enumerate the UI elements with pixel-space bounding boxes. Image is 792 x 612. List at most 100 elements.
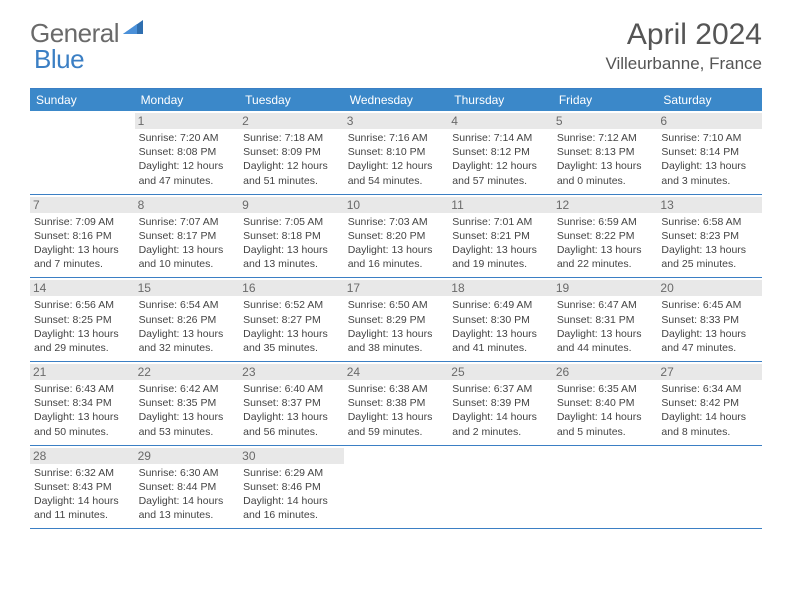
day-17: 17 Sunrise: 6:50 AMSunset: 8:29 PMDayligh…	[344, 278, 449, 361]
day-7: 7 Sunrise: 7:09 AMSunset: 8:16 PMDaylight…	[30, 195, 135, 278]
dow-monday: Monday	[135, 89, 240, 111]
day-3: 3 Sunrise: 7:16 AMSunset: 8:10 PMDaylight…	[344, 111, 449, 194]
day-details: Sunrise: 6:47 AMSunset: 8:31 PMDaylight:…	[557, 298, 654, 355]
day-details: Sunrise: 6:52 AMSunset: 8:27 PMDaylight:…	[243, 298, 340, 355]
day-number: 18	[448, 280, 553, 296]
week-row: 7 Sunrise: 7:09 AMSunset: 8:16 PMDaylight…	[30, 195, 762, 279]
day-25: 25Sunrise: 6:37 AMSunset: 8:39 PMDayligh…	[448, 362, 553, 445]
day-empty: .	[448, 446, 553, 529]
day-number: 3	[344, 113, 449, 129]
day-details: Sunrise: 7:03 AMSunset: 8:20 PMDaylight:…	[348, 215, 445, 272]
day-29: 29 Sunrise: 6:30 AMSunset: 8:44 PMDayligh…	[135, 446, 240, 529]
day-details: Sunrise: 7:18 AMSunset: 8:09 PMDaylight:…	[243, 131, 340, 188]
day-5: 5 Sunrise: 7:12 AMSunset: 8:13 PMDaylight…	[553, 111, 658, 194]
week-row: .1Sunrise: 7:20 AMSunset: 8:08 PMDayligh…	[30, 111, 762, 195]
day-number: 17	[344, 280, 449, 296]
day-11: 11Sunrise: 7:01 AMSunset: 8:21 PMDayligh…	[448, 195, 553, 278]
day-21: 21 Sunrise: 6:43 AMSunset: 8:34 PMDayligh…	[30, 362, 135, 445]
location: Villeurbanne, France	[605, 54, 762, 74]
day-details: Sunrise: 6:49 AMSunset: 8:30 PMDaylight:…	[452, 298, 549, 355]
day-details: Sunrise: 6:54 AMSunset: 8:26 PMDaylight:…	[139, 298, 236, 355]
day-10: 10 Sunrise: 7:03 AMSunset: 8:20 PMDayligh…	[344, 195, 449, 278]
day-of-week-header: SundayMondayTuesdayWednesdayThursdayFrid…	[30, 89, 762, 111]
header: General April 2024 Villeurbanne, France	[0, 0, 792, 82]
day-number: 16	[239, 280, 344, 296]
day-details: Sunrise: 6:56 AMSunset: 8:25 PMDaylight:…	[34, 298, 131, 355]
day-number: 13	[657, 197, 762, 213]
day-empty: .	[657, 446, 762, 529]
dow-tuesday: Tuesday	[239, 89, 344, 111]
day-number: 5	[553, 113, 658, 129]
day-18: 18 Sunrise: 6:49 AMSunset: 8:30 PMDayligh…	[448, 278, 553, 361]
day-number: 2	[239, 113, 344, 129]
day-number: 24	[344, 364, 449, 380]
day-15: 15 Sunrise: 6:54 AMSunset: 8:26 PMDayligh…	[135, 278, 240, 361]
dow-saturday: Saturday	[657, 89, 762, 111]
day-details: Sunrise: 6:50 AMSunset: 8:29 PMDaylight:…	[348, 298, 445, 355]
logo-triangle-icon	[123, 20, 143, 39]
day-details: Sunrise: 7:09 AMSunset: 8:16 PMDaylight:…	[34, 215, 131, 272]
day-number: 19	[553, 280, 658, 296]
day-23: 23 Sunrise: 6:40 AMSunset: 8:37 PMDayligh…	[239, 362, 344, 445]
day-details: Sunrise: 6:43 AMSunset: 8:34 PMDaylight:…	[34, 382, 131, 439]
dow-thursday: Thursday	[448, 89, 553, 111]
day-1: 1Sunrise: 7:20 AMSunset: 8:08 PMDaylight…	[135, 111, 240, 194]
day-28: 28 Sunrise: 6:32 AMSunset: 8:43 PMDayligh…	[30, 446, 135, 529]
day-22: 22 Sunrise: 6:42 AMSunset: 8:35 PMDayligh…	[135, 362, 240, 445]
week-row: 14Sunrise: 6:56 AMSunset: 8:25 PMDayligh…	[30, 278, 762, 362]
day-details: Sunrise: 7:16 AMSunset: 8:10 PMDaylight:…	[348, 131, 445, 188]
day-19: 19 Sunrise: 6:47 AMSunset: 8:31 PMDayligh…	[553, 278, 658, 361]
day-details: Sunrise: 6:42 AMSunset: 8:35 PMDaylight:…	[139, 382, 236, 439]
week-row: 28 Sunrise: 6:32 AMSunset: 8:43 PMDayligh…	[30, 446, 762, 530]
day-number: 6	[657, 113, 762, 129]
day-9: 9Sunrise: 7:05 AMSunset: 8:18 PMDaylight…	[239, 195, 344, 278]
day-16: 16 Sunrise: 6:52 AMSunset: 8:27 PMDayligh…	[239, 278, 344, 361]
day-number: 4	[448, 113, 553, 129]
day-details: Sunrise: 6:58 AMSunset: 8:23 PMDaylight:…	[661, 215, 758, 272]
day-number: 11	[448, 197, 553, 213]
dow-wednesday: Wednesday	[344, 89, 449, 111]
dow-sunday: Sunday	[30, 89, 135, 111]
day-number: 8	[135, 197, 240, 213]
day-number: 1	[135, 113, 240, 129]
day-number: 27	[657, 364, 762, 380]
day-details: Sunrise: 6:38 AMSunset: 8:38 PMDaylight:…	[348, 382, 445, 439]
day-30: 30Sunrise: 6:29 AMSunset: 8:46 PMDayligh…	[239, 446, 344, 529]
day-number: 25	[448, 364, 553, 380]
day-details: Sunrise: 6:34 AMSunset: 8:42 PMDaylight:…	[661, 382, 758, 439]
day-details: Sunrise: 7:12 AMSunset: 8:13 PMDaylight:…	[557, 131, 654, 188]
day-number: 7	[30, 197, 135, 213]
day-number: 22	[135, 364, 240, 380]
day-empty: .	[344, 446, 449, 529]
week-row: 21 Sunrise: 6:43 AMSunset: 8:34 PMDayligh…	[30, 362, 762, 446]
day-details: Sunrise: 7:10 AMSunset: 8:14 PMDaylight:…	[661, 131, 758, 188]
day-12: 12 Sunrise: 6:59 AMSunset: 8:22 PMDayligh…	[553, 195, 658, 278]
day-4: 4Sunrise: 7:14 AMSunset: 8:12 PMDaylight…	[448, 111, 553, 194]
day-number: 21	[30, 364, 135, 380]
day-details: Sunrise: 6:59 AMSunset: 8:22 PMDaylight:…	[557, 215, 654, 272]
day-empty: .	[30, 111, 135, 194]
logo-blue-wrap: Blue	[34, 44, 84, 75]
day-13: 13 Sunrise: 6:58 AMSunset: 8:23 PMDayligh…	[657, 195, 762, 278]
day-number: 10	[344, 197, 449, 213]
dow-friday: Friday	[553, 89, 658, 111]
day-24: 24 Sunrise: 6:38 AMSunset: 8:38 PMDayligh…	[344, 362, 449, 445]
day-26: 26Sunrise: 6:35 AMSunset: 8:40 PMDayligh…	[553, 362, 658, 445]
day-8: 8Sunrise: 7:07 AMSunset: 8:17 PMDaylight…	[135, 195, 240, 278]
day-details: Sunrise: 6:40 AMSunset: 8:37 PMDaylight:…	[243, 382, 340, 439]
day-number: 28	[30, 448, 135, 464]
day-2: 2 Sunrise: 7:18 AMSunset: 8:09 PMDaylight…	[239, 111, 344, 194]
day-number: 29	[135, 448, 240, 464]
day-details: Sunrise: 6:35 AMSunset: 8:40 PMDaylight:…	[557, 382, 654, 439]
day-27: 27 Sunrise: 6:34 AMSunset: 8:42 PMDayligh…	[657, 362, 762, 445]
day-empty: .	[553, 446, 658, 529]
day-details: Sunrise: 6:30 AMSunset: 8:44 PMDaylight:…	[139, 466, 236, 523]
day-6: 6 Sunrise: 7:10 AMSunset: 8:14 PMDaylight…	[657, 111, 762, 194]
day-number: 23	[239, 364, 344, 380]
day-number: 15	[135, 280, 240, 296]
day-details: Sunrise: 6:29 AMSunset: 8:46 PMDaylight:…	[243, 466, 340, 523]
day-20: 20Sunrise: 6:45 AMSunset: 8:33 PMDayligh…	[657, 278, 762, 361]
day-number: 12	[553, 197, 658, 213]
day-14: 14Sunrise: 6:56 AMSunset: 8:25 PMDayligh…	[30, 278, 135, 361]
day-details: Sunrise: 6:32 AMSunset: 8:43 PMDaylight:…	[34, 466, 131, 523]
